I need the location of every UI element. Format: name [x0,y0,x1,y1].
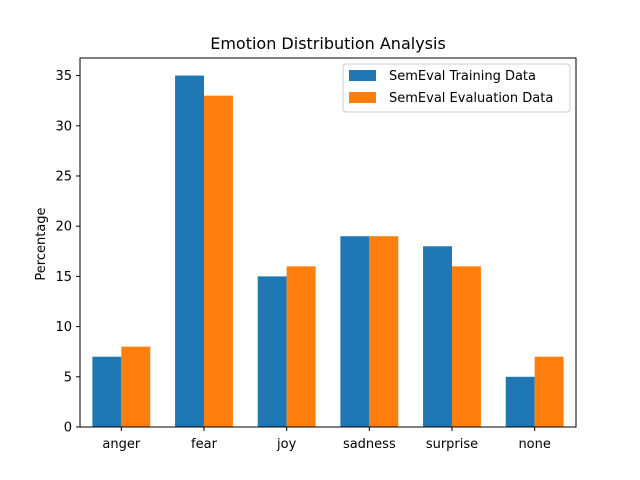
legend-box [342,63,571,113]
y-tick-label: 30 [55,119,72,134]
y-tick-label: 20 [55,220,72,235]
axes-layer: 0 5 10 15 20 25 30 35 anger fear joy sadness surpris… [55,57,577,452]
plot-frame [79,57,577,428]
bar-sadness-series-2 [369,236,399,427]
x-tick-label-none: none [518,437,550,452]
legend-label-2: SemEval Evaluation Data [389,91,553,106]
y-tick-label: 0 [64,421,72,436]
x-tick-label-surprise: surprise [426,437,478,452]
bar-none-series-2 [534,356,564,427]
y-tick-label: 10 [55,320,72,335]
y-tick-label: 15 [55,270,72,285]
bars-layer [92,75,564,428]
y-axis-label: Percentage [34,207,49,280]
y-tick-label: 5 [64,370,72,385]
bar-fear-series-2 [204,95,233,427]
legend-swatch-1 [349,70,376,81]
bar-surprise-series-1 [423,246,452,427]
bar-surprise-series-2 [452,266,481,427]
legend-swatch-2 [349,92,376,103]
bar-none-series-1 [505,376,535,427]
legend-label-1: SemEval Training Data [389,69,536,84]
legend: SemEval Training Data SemEval Evaluation … [342,63,571,113]
bar-fear-series-1 [175,75,204,428]
x-tick-label-sadness: sadness [343,437,396,452]
x-tick-label-fear: fear [191,437,218,452]
bar-joy-series-1 [257,276,287,427]
x-tick-label-anger: anger [102,437,140,452]
bar-anger-series-1 [92,356,122,427]
chart-title: Emotion Distribution Analysis [210,34,446,53]
x-tick-label-joy: joy [276,437,297,452]
y-tick-label: 35 [55,69,72,84]
bar-anger-series-2 [121,346,151,427]
bar-joy-series-2 [286,266,316,427]
y-tick-label: 25 [55,169,72,184]
bar-sadness-series-1 [340,236,370,427]
